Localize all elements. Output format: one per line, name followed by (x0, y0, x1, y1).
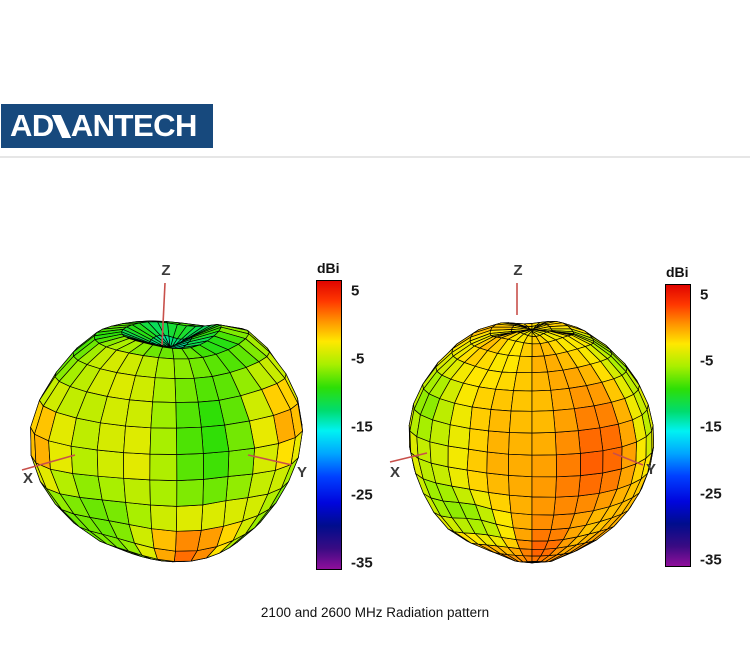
colorbar-tick: -35 (351, 554, 373, 572)
z-axis-label: Z (513, 262, 522, 279)
radiation-pattern-plot-left: X Y Z (21, 262, 307, 563)
logo-text-post: ANTECH (70, 108, 198, 143)
colorbar-tick: -15 (700, 418, 722, 436)
x-axis-label: X (390, 464, 400, 481)
advantech-v-mark (51, 115, 71, 138)
colorbar-gradient (316, 280, 342, 570)
colorbar-tick: -35 (700, 551, 722, 569)
colorbar-tick: -5 (700, 352, 714, 370)
header-divider (0, 156, 750, 158)
x-axis-line (21, 454, 76, 471)
colorbar-title: dBi (317, 260, 340, 276)
colorbar-gradient (665, 284, 691, 567)
z-axis-label: Z (161, 262, 170, 279)
colorbar-tick: -5 (351, 350, 365, 368)
colorbar-tick: -15 (351, 418, 373, 436)
y-axis-label: Y (297, 464, 307, 481)
radiation-pattern-plot-right: X Y Z (389, 262, 656, 564)
colorbar-title: dBi (666, 264, 689, 280)
surface-mesh (30, 320, 303, 563)
surface-mesh (408, 321, 654, 564)
x-axis-label: X (23, 470, 33, 487)
x-axis-line (389, 452, 428, 463)
advantech-logo: AD ANTECH (1, 104, 213, 148)
colorbar-tick: -25 (700, 485, 722, 503)
y-axis-line (612, 452, 644, 466)
colorbar-tick: -25 (351, 486, 373, 504)
y-axis-label: Y (646, 461, 656, 478)
colorbar-right: dBi 5 -5 -15 -25 -35 (665, 264, 743, 569)
logo-text-pre: AD (10, 108, 54, 143)
figure-caption: 2100 and 2600 MHz Radiation pattern (260, 605, 490, 620)
y-axis-line (247, 454, 293, 466)
colorbar-tick: 5 (700, 286, 709, 304)
colorbar-tick: 5 (351, 282, 360, 300)
colorbar-left: dBi 5 -5 -15 -25 -35 (316, 260, 394, 572)
z-axis-line (161, 282, 166, 346)
